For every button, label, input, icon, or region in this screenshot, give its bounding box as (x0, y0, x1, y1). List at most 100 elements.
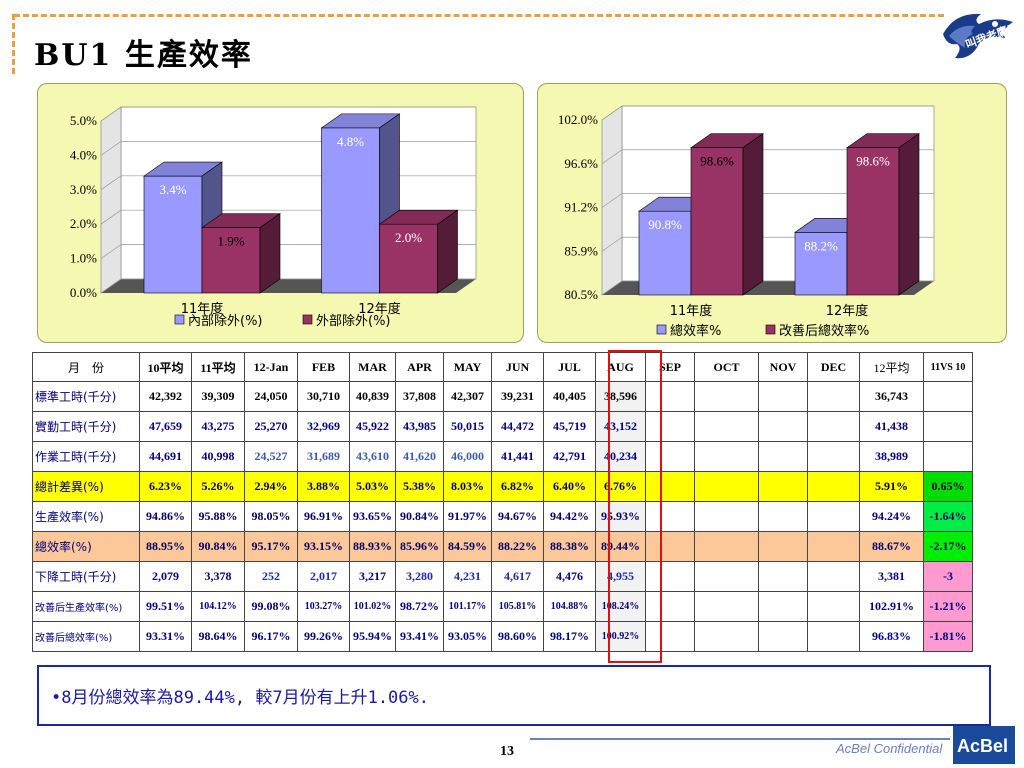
legend-label: 內部除外(%) (188, 314, 263, 329)
gridline-side (601, 105, 623, 121)
summary-note: •8月份總效率為89.44%, 較7月份有上升1.06%. (37, 665, 991, 726)
table-cell: 3,217 (349, 561, 396, 592)
bar-side (898, 133, 920, 296)
table-cell: 5.26% (191, 471, 245, 502)
data-label: 98.6% (700, 154, 734, 169)
row-label: 生產效率(%) (32, 501, 140, 532)
table-cell: 42,307 (443, 381, 492, 412)
table-cell: 95.17% (244, 531, 298, 562)
chart-right: 80.5% 85.9% 91.2% 96.6% 102.0% 90.8% 98.6% 11年度… (558, 105, 935, 339)
table-cell: 30,710 (297, 381, 350, 412)
table-cell (923, 381, 973, 412)
confidential-label: AcBel Confidential (836, 741, 943, 756)
table-cell: 41,441 (491, 441, 544, 472)
table-cell: 24,050 (244, 381, 298, 412)
table-cell: 89.44% (595, 531, 646, 562)
bar-b (201, 227, 261, 294)
y-tick-label: 91.2% (564, 200, 598, 215)
table-cell (807, 381, 860, 412)
table-cell: 37,808 (395, 381, 444, 412)
row-label: 實勤工時(千分) (32, 411, 140, 442)
column-header: JUN (491, 352, 544, 382)
table-cell (758, 471, 808, 502)
table-cell (807, 471, 860, 502)
table-cell: 84.59% (443, 531, 492, 562)
table-cell: 44,472 (491, 411, 544, 442)
table-cell: 91.97% (443, 501, 492, 532)
column-header: AUG (595, 352, 646, 382)
legend-swatch (765, 324, 776, 335)
table-cell: 85.96% (395, 531, 444, 562)
column-header: FEB (297, 352, 350, 382)
table-cell (758, 591, 808, 622)
table-cell: 40,234 (595, 441, 646, 472)
table-row: 實勤工時(千分) 47,659 43,275 25,270 32,969 45,922 43… (32, 411, 973, 442)
legend-swatch (174, 314, 185, 325)
chart-panel-right: 80.5% 85.9% 91.2% 96.6% 102.0% 90.8% 98.6% 11年度… (537, 83, 1007, 343)
column-header: 10平均 (139, 352, 192, 382)
table-row: 總效率(%) 88.95% 90.84% 95.17% 93.15% 88.93% 85.9… (32, 531, 973, 562)
chart-side-wall (100, 106, 122, 294)
table-cell: 24,527 (244, 441, 298, 472)
column-header: MAY (443, 352, 492, 382)
column-header: APR (395, 352, 444, 382)
table-cell: 41,438 (859, 411, 924, 442)
table-row: 下降工時(千分) 2,079 3,378 252 2,017 3,217 3,280 4,23… (32, 561, 973, 592)
y-tick-label: 102.0% (558, 112, 598, 127)
data-label: 1.9% (217, 234, 244, 249)
table-cell: 96.17% (244, 621, 298, 652)
table-cell: 88.93% (349, 531, 396, 562)
table-cell: 5.91% (859, 471, 924, 502)
table-cell (807, 411, 860, 442)
table-cell: -1.21% (923, 591, 973, 622)
bar-b (690, 147, 744, 296)
page-title: BU1 生產效率 (34, 38, 253, 73)
table-cell: 32,969 (297, 411, 350, 442)
table-cell: 4,231 (443, 561, 492, 592)
table-cell: 98.17% (543, 621, 596, 652)
table-cell: 104.88% (543, 591, 596, 622)
table-cell (758, 441, 808, 472)
x-tick-label: 11年度 (670, 303, 713, 319)
table-cell: 102.91% (859, 591, 924, 622)
table-cell: -3 (923, 561, 973, 592)
table-cell (758, 501, 808, 532)
table-cell (645, 471, 695, 502)
bar-a (321, 127, 380, 294)
table-cell: 93.65% (349, 501, 396, 532)
bar-b (379, 223, 438, 294)
y-tick-label: 80.5% (564, 287, 598, 302)
table-cell: 88.38% (543, 531, 596, 562)
chart-left: 0.0% 1.0% 2.0% 3.0% 4.0% 5.0% 3.4% 1.9% 11年度 4.8%… (70, 106, 477, 329)
table-cell: 94.42% (543, 501, 596, 532)
y-tick-label: 85.9% (564, 243, 598, 258)
table-row: 總計差異(%) 6.23% 5.26% 2.94% 3.88% 5.03% 5.38% 8.0… (32, 471, 973, 502)
x-tick-label: 12年度 (358, 301, 401, 317)
table-cell: 98.64% (191, 621, 245, 652)
bar-side (437, 209, 458, 294)
table-cell: 95.93% (595, 501, 646, 532)
table-cell: 4,617 (491, 561, 544, 592)
gridline-side (100, 175, 122, 191)
table-cell: 5.03% (349, 471, 396, 502)
legend-label: 外部除外(%) (316, 314, 391, 329)
table-cell: 94.86% (139, 501, 192, 532)
table-cell: 41,620 (395, 441, 444, 472)
data-label: 3.4% (159, 182, 186, 197)
data-label: 2.0% (395, 230, 422, 245)
legend-label: 改善后總效率% (779, 323, 869, 339)
legend-swatch (302, 314, 313, 325)
table-cell (807, 561, 860, 592)
row-label: 總計差異(%) (32, 471, 140, 502)
y-tick-label: 1.0% (70, 251, 97, 266)
table-cell (807, 621, 860, 652)
table-cell: 95.88% (191, 501, 245, 532)
table-cell: 99.51% (139, 591, 192, 622)
row-label: 下降工時(千分) (32, 561, 140, 592)
table-cell (645, 561, 695, 592)
table-cell: 40,405 (543, 381, 596, 412)
table-cell (694, 621, 759, 652)
column-header: MAR (349, 352, 396, 382)
table-cell: 100.92% (595, 621, 646, 652)
table-row: 改善后生產效率(%) 99.51% 104.12% 99.08% 103.27% 101.… (32, 591, 973, 622)
